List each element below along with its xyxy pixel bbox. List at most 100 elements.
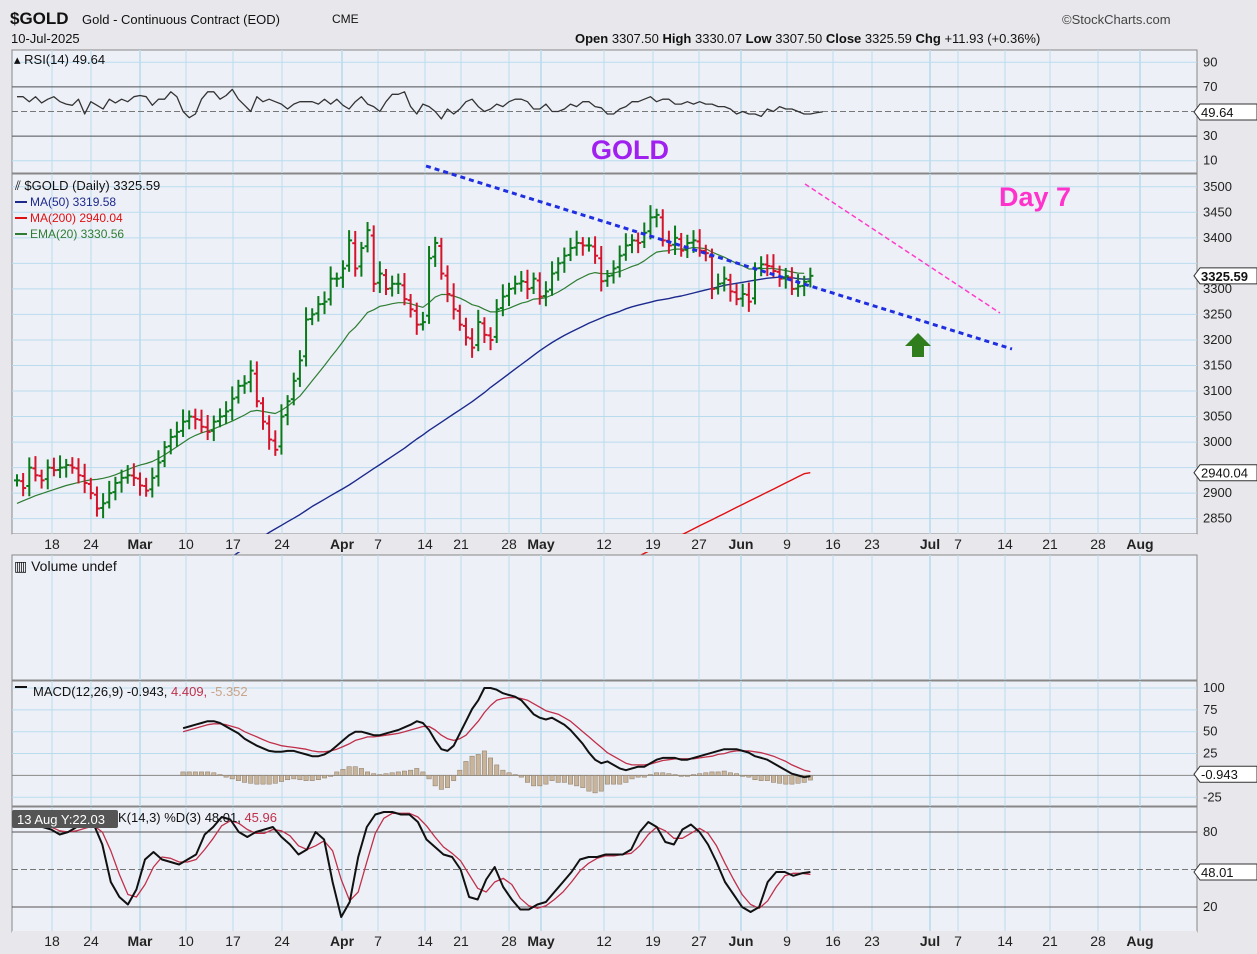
macd-legend-macd: MACD(12,26,9) -0.943, <box>33 684 171 699</box>
price-legend-item: MA(50) 3319.58 <box>30 195 116 209</box>
macd-tick-label: 25 <box>1203 746 1217 761</box>
macd-hist-bar <box>365 771 371 776</box>
x-tick-label: Mar <box>128 536 153 552</box>
price-tick-label: 3050 <box>1203 409 1232 424</box>
trendline-pink <box>804 183 1001 314</box>
macd-hist-bar <box>242 775 248 783</box>
macd-hist-bar <box>678 775 684 777</box>
macd-hist-bar <box>285 775 291 781</box>
price-tick-label: 3200 <box>1203 332 1232 347</box>
macd-hist-bar <box>561 775 567 783</box>
macd-hist-bar <box>629 775 635 780</box>
rsi-line <box>17 88 823 120</box>
macd-hist-bar <box>235 775 241 781</box>
x-tick-label: 27 <box>691 933 707 949</box>
macd-hist-bar <box>506 772 512 776</box>
ma50-line <box>207 276 811 573</box>
macd-hist-bar <box>205 771 211 776</box>
symbol-title: $GOLD <box>10 9 69 28</box>
macd-hist-bar <box>469 755 475 776</box>
macd-hist-bar <box>543 775 549 785</box>
x-tick-label: 17 <box>225 933 241 949</box>
close-label: Close <box>825 31 862 46</box>
price-tick-label: 3300 <box>1203 281 1232 296</box>
macd-hist-bar <box>328 775 334 777</box>
price-tick-label: 3400 <box>1203 230 1232 245</box>
open-label: Open <box>575 31 609 46</box>
x-tick-label: 14 <box>417 536 433 552</box>
x-tick-label: 27 <box>691 536 707 552</box>
macd-hist-bar <box>580 775 586 788</box>
x-tick-label: Aug <box>1126 933 1153 949</box>
price-legend-item: EMA(20) 3330.56 <box>30 227 124 241</box>
macd-hist-bar <box>549 775 555 781</box>
macd-hist-bar <box>592 775 598 794</box>
macd-hist-bar <box>389 772 395 776</box>
x-tick-label: 24 <box>274 933 290 949</box>
x-tick-label: 19 <box>645 536 661 552</box>
sto-tick-label: 20 <box>1203 899 1217 914</box>
macd-hist-bar <box>438 775 444 790</box>
macd-hist-bar <box>414 768 420 776</box>
macd-hist-bar <box>377 774 383 776</box>
x-tick-label: 9 <box>783 536 791 552</box>
macd-hist-bar <box>346 766 352 776</box>
macd-hist-bar <box>500 769 506 776</box>
macd-hist-bar <box>807 775 813 781</box>
high-label: High <box>662 31 692 46</box>
macd-hist-bar <box>432 775 438 787</box>
sto-legend-k: K(14,3) %D(3) 48.01, <box>118 810 244 825</box>
macd-hist-bar <box>746 775 752 778</box>
x-tick-label: 14 <box>997 536 1013 552</box>
macd-hist-bar <box>518 775 524 778</box>
macd-hist-bar <box>648 774 653 776</box>
macd-hist-bar <box>229 775 235 780</box>
rsi-tick-label: 30 <box>1203 128 1217 143</box>
volume-legend: ▥ Volume undef <box>14 558 117 574</box>
day7-annotation: Day 7 <box>999 182 1071 212</box>
macd-hist-bar <box>598 775 604 792</box>
macd-hist-bar <box>426 775 432 780</box>
macd-hist-bar <box>408 769 414 776</box>
tooltip-box <box>12 810 118 828</box>
macd-hist-bar <box>199 771 204 776</box>
rsi-legend: ▴ RSI(14) 49.64 <box>14 52 105 67</box>
x-tick-label: Jun <box>729 933 754 949</box>
x-tick-label: Apr <box>330 933 355 949</box>
macd-hist-bar <box>254 775 260 785</box>
x-tick-label: 21 <box>1042 933 1058 949</box>
macd-hist-bar <box>248 775 254 784</box>
macd-hist-bar <box>315 775 321 781</box>
x-tick-label: May <box>527 933 554 949</box>
sto-current-tag: 48.01 <box>1193 863 1257 881</box>
macd-legend: MACD(12,26,9) -0.943, 4.409, -5.352 <box>33 684 248 699</box>
rsi-current-tag-label: 49.64 <box>1201 105 1234 120</box>
price-current-tag: 3325.59 <box>1193 267 1257 285</box>
macd-tick-label: 100 <box>1203 680 1225 695</box>
macd-hist-bar <box>604 775 610 785</box>
macd-hist-bar <box>395 771 401 776</box>
rsi-current-tag-box <box>1193 103 1257 121</box>
x-tick-label: 21 <box>1042 536 1058 552</box>
low-label: Low <box>745 31 772 46</box>
macd-line <box>182 687 811 779</box>
macd-hist-bar <box>475 754 481 776</box>
macd-hist-bar <box>672 774 678 776</box>
price-current-tag-box <box>1193 267 1257 285</box>
macd-current-tag-box <box>1193 765 1257 783</box>
macd-hist-bar <box>777 775 783 784</box>
x-tick-label: 9 <box>783 933 791 949</box>
macd-hist-bar <box>764 775 770 781</box>
x-tick-label: 7 <box>954 933 962 949</box>
macd-current-tag: -0.943 <box>1193 765 1257 783</box>
macd-hist-bar <box>223 775 229 778</box>
macd-hist-bar <box>451 775 457 781</box>
macd-hist-bar <box>334 771 340 776</box>
open-value: 3307.50 <box>611 31 659 46</box>
exchange-label: CME <box>332 12 359 26</box>
macd-hist-bar <box>192 771 198 776</box>
x-tick-label: 24 <box>274 536 290 552</box>
rsi-tick-label: 10 <box>1203 153 1217 168</box>
sto-tick-label: 80 <box>1203 824 1217 839</box>
